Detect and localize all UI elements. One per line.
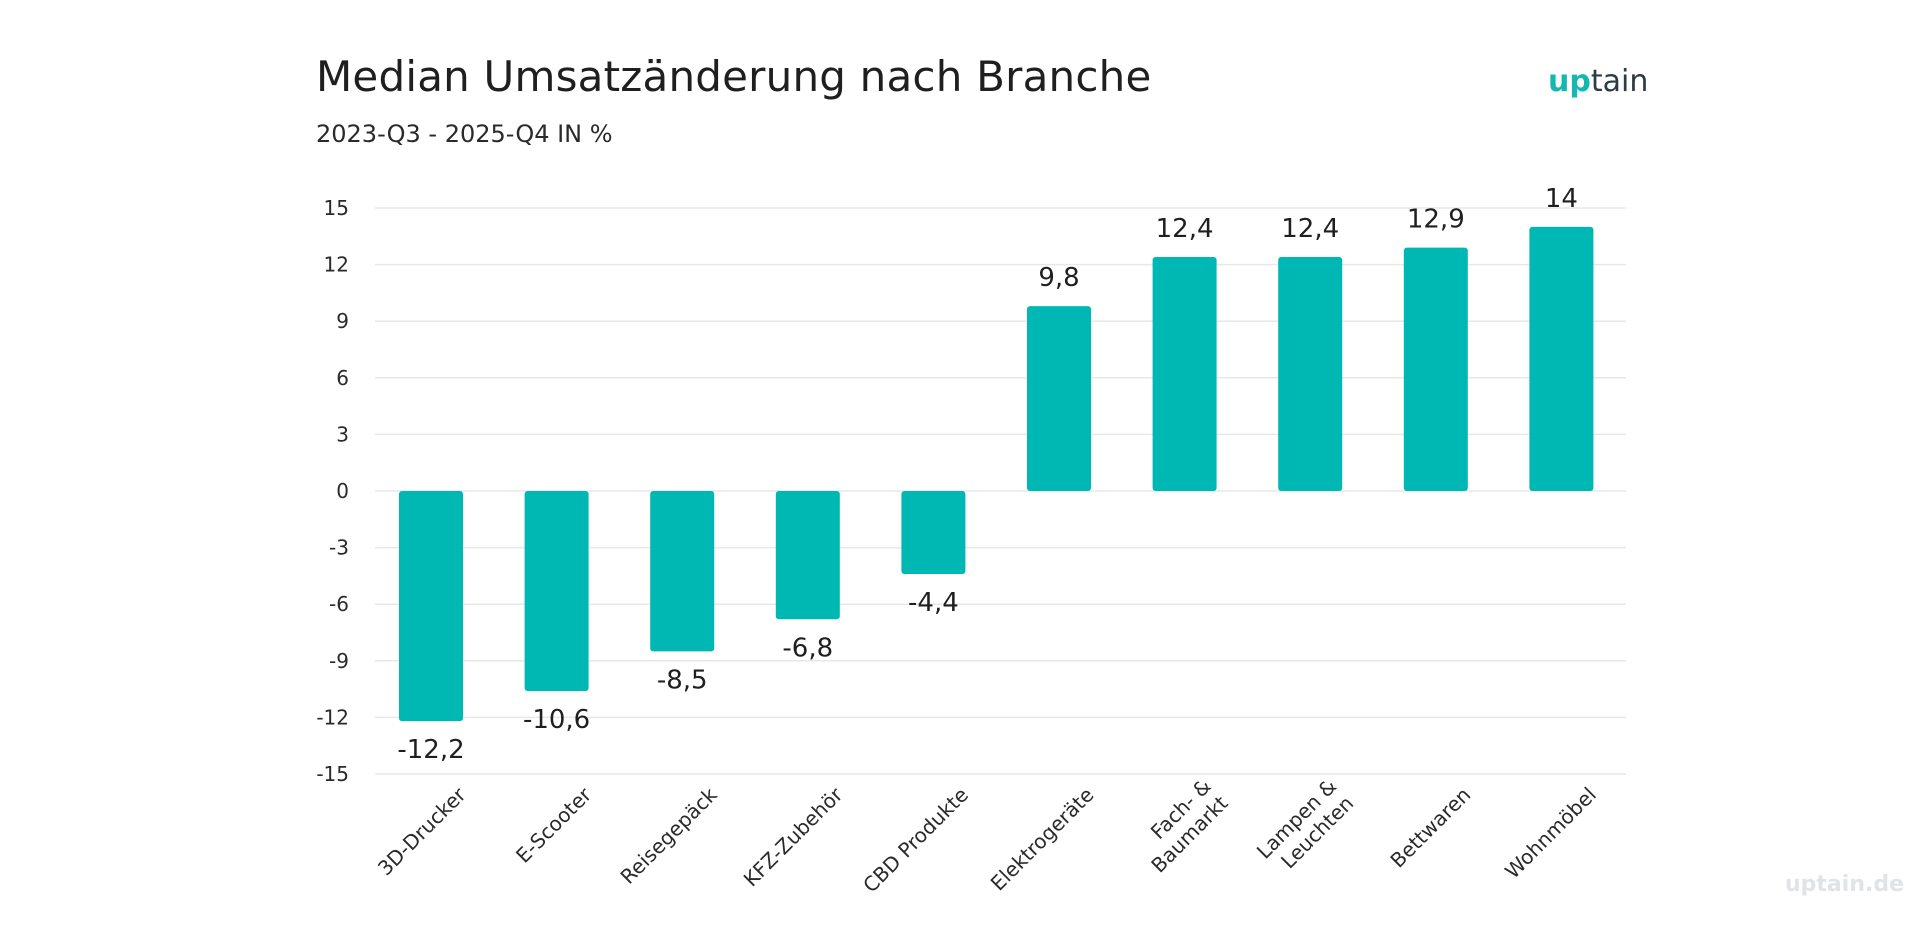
category-label: 3D-Drucker [373, 782, 471, 880]
data-label: 12,4 [1281, 214, 1339, 244]
category-label: E-Scooter [511, 782, 597, 868]
category-label-line: E-Scooter [511, 782, 597, 868]
category-label: KFZ-Zubehör [739, 782, 848, 891]
y-axis-ticks: 15 12 9 6 3 0 -3 -6 -9 -12 -15 [316, 196, 349, 786]
y-tick-label: 6 [336, 366, 349, 390]
chart-title: Median Umsatzänderung nach Branche [316, 52, 1152, 101]
y-tick-label: -6 [329, 592, 349, 616]
bar [1403, 247, 1468, 491]
bar [1152, 257, 1217, 491]
category-label: Elektrogeräte [986, 783, 1099, 896]
category-label: Lampen &Leuchten [1252, 774, 1358, 880]
bar [901, 491, 966, 575]
category-label-line: Elektrogeräte [986, 783, 1099, 896]
category-label: Wohnmöbel [1500, 783, 1601, 884]
category-label-line: Reisegepäck [616, 782, 722, 888]
data-label: 12,9 [1407, 205, 1465, 235]
y-tick-label: -9 [329, 649, 349, 673]
watermark: uptain.de [1785, 872, 1905, 897]
y-tick-label: 9 [336, 309, 349, 333]
bar [650, 491, 715, 652]
logo-up-text: up [1548, 64, 1591, 99]
category-label-line: CBD Produkte [858, 783, 973, 898]
category-label: Reisegepäck [616, 782, 722, 888]
category-label-line: 3D-Drucker [373, 782, 471, 880]
bar [524, 491, 589, 691]
bars [399, 226, 1594, 722]
logo-rest-text: tain [1590, 64, 1649, 99]
uptain-logo: uptain [1548, 64, 1648, 99]
y-tick-label: 0 [336, 479, 349, 503]
y-tick-label: 15 [324, 196, 349, 220]
data-label: -4,4 [908, 588, 959, 618]
bar [399, 491, 463, 722]
bar [1278, 257, 1343, 491]
category-label: Fach- &Baumarkt [1129, 774, 1232, 877]
data-label: -6,8 [782, 633, 833, 663]
data-label: -8,5 [657, 665, 708, 695]
y-tick-label: -12 [316, 705, 349, 729]
category-label: Bettwaren [1385, 783, 1475, 873]
y-tick-label: -15 [316, 762, 349, 786]
data-label: 12,4 [1156, 214, 1214, 244]
category-labels: 3D-Drucker E-Scooter Reisegepäck KFZ-Zubehö… [373, 774, 1601, 897]
data-label: 14 [1545, 184, 1578, 214]
category-label-line: Wohnmöbel [1500, 783, 1601, 884]
data-label: -10,6 [523, 705, 590, 735]
chart-subtitle: 2023-Q3 - 2025-Q4 IN % [316, 120, 613, 148]
y-tick-label: 3 [336, 422, 349, 446]
y-tick-label: -3 [329, 536, 349, 560]
bar [1027, 306, 1091, 491]
category-label-line: KFZ-Zubehör [739, 782, 848, 891]
data-label: 9,8 [1038, 263, 1079, 293]
bar [775, 491, 840, 620]
data-label: -12,2 [397, 735, 464, 765]
category-label-line: Bettwaren [1385, 783, 1475, 873]
data-labels: -12,2 -10,6 -8,5 -6,8 -4,4 9,8 12,4 12,4 12,9 14 [397, 184, 1578, 765]
y-tick-label: 12 [324, 253, 349, 277]
category-label: CBD Produkte [858, 783, 973, 898]
bar [1529, 226, 1594, 491]
